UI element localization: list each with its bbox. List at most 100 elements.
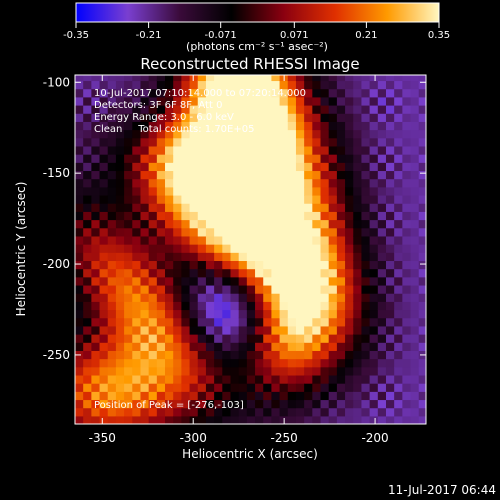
heatmap-cell — [418, 219, 426, 229]
heatmap-cell — [156, 334, 166, 343]
heatmap-cell — [148, 293, 158, 302]
heatmap-cell — [230, 284, 240, 294]
heatmap-cell — [148, 145, 158, 155]
heatmap-cell — [402, 268, 412, 278]
heatmap-cell — [377, 366, 387, 376]
heatmap-cell — [115, 293, 125, 302]
heatmap-cell — [295, 268, 305, 278]
heatmap-cell — [99, 301, 109, 311]
heatmap-cell — [124, 244, 133, 253]
heatmap-cell — [181, 342, 191, 351]
heatmap-cell — [410, 129, 420, 139]
heatmap-cell — [320, 154, 330, 163]
heatmap-cell — [132, 252, 142, 262]
heatmap-cell — [385, 129, 395, 139]
heatmap-cell — [345, 203, 354, 212]
heatmap-cell — [181, 227, 191, 237]
heatmap-cell — [328, 211, 338, 221]
heatmap-cell — [271, 399, 281, 409]
heatmap-cell — [107, 415, 117, 424]
heatmap-cell — [115, 137, 125, 147]
heatmap-cell — [222, 145, 232, 155]
heatmap-cell — [222, 358, 232, 368]
heatmap-cell — [246, 260, 256, 270]
heatmap-cell — [312, 121, 322, 131]
heatmap-cell — [91, 186, 101, 196]
heatmap-cell — [75, 96, 84, 106]
heatmap-cell — [287, 350, 297, 360]
heatmap-cell — [279, 129, 289, 139]
heatmap-cell — [304, 415, 313, 424]
heatmap-cell — [205, 301, 215, 311]
heatmap-cell — [385, 203, 395, 212]
heatmap-cell — [418, 334, 426, 343]
heatmap-cell — [75, 219, 84, 229]
heatmap-cell — [312, 235, 322, 245]
heatmap-cell — [181, 309, 191, 319]
heatmap-cell — [83, 284, 92, 294]
heatmap-cell — [205, 293, 215, 302]
heatmap-cell — [246, 186, 256, 196]
heatmap-cell — [189, 342, 199, 351]
heatmap-cell — [385, 178, 395, 188]
heatmap-cell — [394, 194, 403, 204]
heatmap-cell — [222, 154, 232, 163]
heatmap-cell — [222, 235, 232, 245]
heatmap-cell — [148, 121, 158, 131]
heatmap-cell — [353, 80, 363, 90]
heatmap-cell — [353, 260, 363, 270]
heatmap-cell — [328, 358, 338, 368]
heatmap-cell — [83, 366, 92, 376]
heatmap-cell — [418, 203, 426, 212]
heatmap-cell — [328, 399, 338, 409]
heatmap-cell — [205, 137, 215, 147]
heatmap-cell — [304, 129, 313, 139]
x-axis: -350 -300 -250 -200 — [89, 75, 389, 445]
heatmap-cell — [115, 203, 125, 212]
heatmap-cell — [279, 350, 289, 360]
heatmap-cell — [361, 407, 371, 417]
heatmap-cell — [287, 113, 297, 122]
heatmap-cell — [255, 129, 264, 139]
heatmap-cell — [369, 194, 379, 204]
heatmap-cell — [377, 186, 387, 196]
heatmap-cell — [124, 162, 133, 172]
heatmap-cell — [418, 170, 426, 180]
heatmap-cell — [402, 350, 412, 360]
heatmap-cell — [238, 145, 248, 155]
heatmap-cell — [140, 252, 150, 262]
heatmap-cell — [181, 113, 191, 122]
heatmap-cell — [287, 268, 297, 278]
heatmap-cell — [320, 407, 330, 417]
heatmap-cell — [99, 121, 109, 131]
heatmap-cell — [107, 113, 117, 122]
heatmap-cell — [83, 203, 92, 212]
heatmap-cell — [115, 407, 125, 417]
annotation-time: 10-Jul-2017 07:10:14.000 to 07:20:14.000 — [94, 88, 306, 99]
heatmap-cell — [238, 309, 248, 319]
heatmap-cell — [418, 178, 426, 188]
heatmap-cell — [91, 293, 101, 302]
heatmap-cell — [181, 334, 191, 343]
colorbar-ticks: -0.35 -0.21 -0.071 0.071 0.21 0.35 — [63, 22, 450, 41]
heatmap-cell — [156, 75, 166, 82]
heatmap-cell — [197, 317, 207, 327]
heatmap-cell — [377, 170, 387, 180]
heatmap-cell — [320, 383, 330, 392]
heatmap-cell — [238, 80, 248, 90]
heatmap-cell — [91, 358, 101, 368]
heatmap-cell — [197, 268, 207, 278]
heatmap-cell — [83, 194, 92, 204]
heatmap-cell — [328, 284, 338, 294]
heatmap-cell — [132, 407, 142, 417]
heatmap-cell — [165, 301, 174, 311]
heatmap-cell — [418, 194, 426, 204]
heatmap-cell — [230, 350, 240, 360]
heatmap-cell — [205, 154, 215, 163]
heatmap-cell — [83, 374, 92, 384]
heatmap-cell — [295, 415, 305, 424]
heatmap-cell — [304, 325, 313, 335]
heatmap-cell — [238, 137, 248, 147]
heatmap-cell — [287, 145, 297, 155]
heatmap-cell — [115, 415, 125, 424]
